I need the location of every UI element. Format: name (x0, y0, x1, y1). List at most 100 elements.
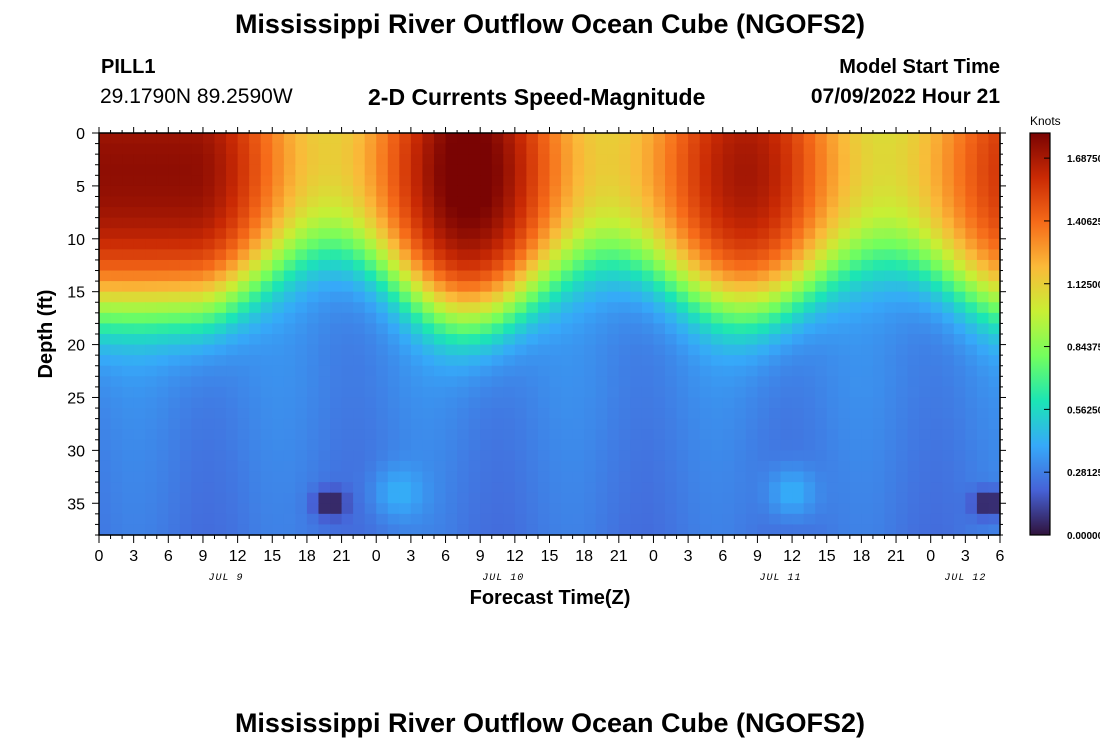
heatmap-cell (514, 302, 527, 314)
heatmap-cell (491, 281, 504, 293)
heatmap-cell (561, 344, 574, 356)
heatmap-cell (283, 323, 296, 335)
heatmap-cell (815, 217, 828, 229)
heatmap-cell (376, 175, 389, 187)
heatmap-cell (734, 471, 747, 483)
heatmap-cell (561, 164, 574, 176)
heatmap-cell (930, 281, 943, 293)
heatmap-cell (907, 143, 920, 155)
heatmap-cell (641, 492, 655, 504)
heatmap-cell (376, 450, 389, 462)
heatmap-cell (99, 397, 112, 409)
heatmap-cell (445, 291, 458, 303)
heatmap-cell (122, 386, 135, 399)
heatmap-cell (202, 281, 216, 293)
heatmap-cell (145, 513, 158, 526)
heatmap-cell (768, 397, 782, 409)
heatmap-cell (711, 196, 724, 208)
heatmap-cell (734, 418, 747, 430)
heatmap-cell (260, 291, 273, 303)
heatmap-cell (861, 450, 874, 462)
heatmap-cell (907, 408, 920, 420)
heatmap-cell (884, 217, 897, 229)
heatmap-cell (433, 217, 447, 229)
heatmap-cell (630, 281, 643, 293)
heatmap-cell (630, 439, 643, 451)
heatmap-cell (919, 460, 932, 473)
heatmap-cell (826, 259, 839, 272)
heatmap-cell (942, 503, 955, 515)
heatmap-cell (457, 249, 470, 261)
heatmap-cell (561, 259, 574, 272)
heatmap-cell (561, 249, 574, 261)
heatmap-cell (768, 249, 782, 261)
heatmap-cell (537, 471, 551, 483)
heatmap-cell (653, 207, 666, 219)
heatmap-cell (503, 323, 516, 335)
heatmap-cell (630, 418, 643, 430)
x-tick-label: 3 (961, 548, 970, 565)
heatmap-cell (896, 365, 909, 377)
heatmap-cell (734, 228, 747, 240)
heatmap-cell (480, 259, 493, 272)
heatmap-cell (803, 228, 816, 240)
heatmap-cell (688, 503, 701, 515)
heatmap-cell (445, 418, 458, 430)
heatmap-cell (861, 471, 874, 483)
heatmap-cell (191, 503, 204, 515)
heatmap-cell (110, 217, 123, 229)
heatmap-cell (584, 365, 597, 377)
heatmap-cell (561, 471, 574, 483)
heatmap-cell (202, 386, 216, 399)
heatmap-cell (341, 259, 354, 272)
heatmap-cell (491, 344, 504, 356)
heatmap-cell (919, 196, 932, 208)
heatmap-cell (237, 471, 250, 483)
heatmap-cell (168, 217, 181, 229)
heatmap-cell (410, 143, 424, 155)
heatmap-cell (468, 513, 481, 526)
heatmap-cell (803, 238, 816, 250)
heatmap-cell (676, 196, 689, 208)
heatmap-cell (272, 154, 285, 166)
heatmap-cell (549, 302, 562, 314)
heatmap-cell (641, 334, 655, 346)
heatmap-cell (849, 249, 862, 261)
heatmap-cell (988, 355, 1001, 367)
heatmap-cell (930, 418, 943, 430)
heatmap-cell (202, 312, 216, 325)
heatmap-cell (457, 302, 470, 314)
heatmap-cell (745, 460, 759, 473)
heatmap-cell (295, 217, 308, 229)
heatmap-cell (122, 217, 135, 229)
heatmap-cell (399, 238, 412, 250)
heatmap-cell (480, 513, 493, 526)
heatmap-cell (422, 513, 435, 526)
heatmap-cell (537, 291, 551, 303)
heatmap-cell (688, 524, 701, 536)
heatmap-cell (826, 524, 839, 536)
heatmap-cell (457, 418, 470, 430)
heatmap-cell (618, 228, 631, 240)
heatmap-cell (226, 397, 239, 409)
heatmap-cell (341, 492, 354, 504)
heatmap-cell (641, 408, 655, 420)
heatmap-cell (399, 492, 412, 504)
heatmap-cell (884, 344, 897, 356)
heatmap-cell (491, 524, 504, 536)
heatmap-cell (757, 238, 770, 250)
heatmap-cell (283, 143, 296, 155)
heatmap-cell (433, 439, 447, 451)
heatmap-cell (884, 482, 897, 494)
heatmap-cell (792, 365, 805, 377)
heatmap-cell (803, 418, 816, 430)
heatmap-cell (711, 164, 724, 176)
heatmap-cell (872, 418, 886, 430)
heatmap-cell (976, 238, 990, 250)
heatmap-cell (145, 143, 158, 155)
colorbar-tick-label: 0.28125 (1067, 468, 1100, 479)
heatmap-cell (641, 429, 655, 441)
heatmap-cell (572, 302, 585, 314)
heatmap-cell (549, 291, 562, 303)
heatmap-cell (272, 207, 285, 219)
